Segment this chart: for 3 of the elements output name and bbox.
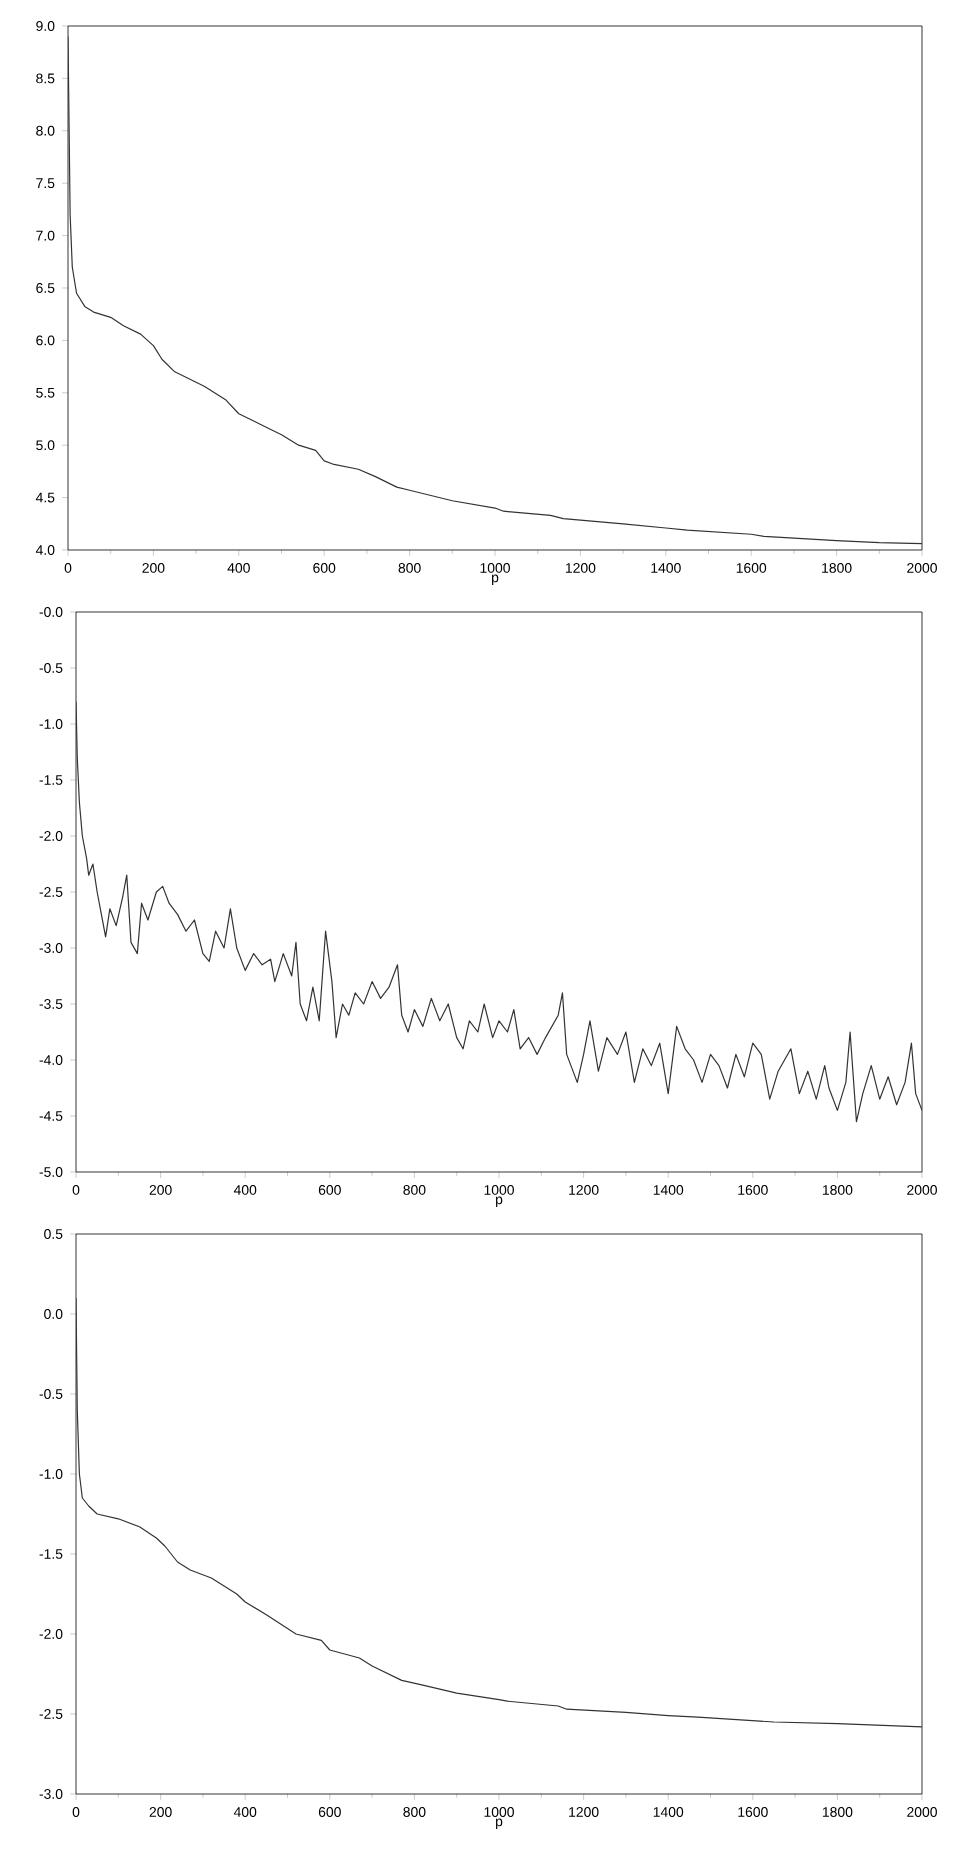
line-series bbox=[76, 1297, 923, 1728]
line-series bbox=[68, 35, 923, 545]
line-series bbox=[76, 700, 923, 1123]
